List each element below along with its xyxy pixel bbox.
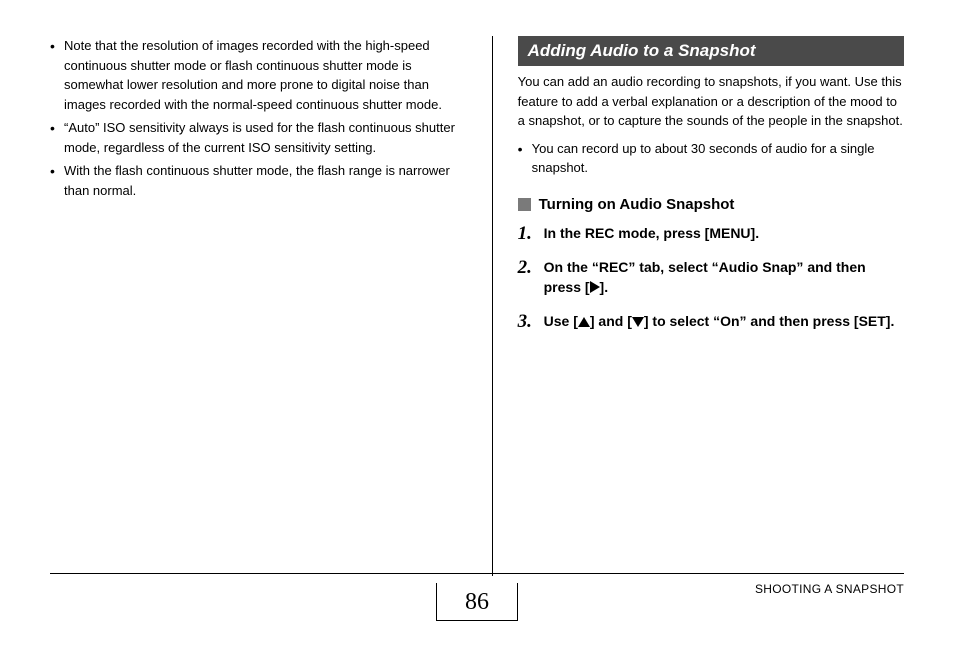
step-number: 1. bbox=[518, 220, 532, 248]
steps-list: 1. In the REC mode, press [MENU]. 2. On … bbox=[518, 223, 904, 332]
page-number: 86 bbox=[436, 583, 518, 621]
footer-rule bbox=[50, 573, 904, 574]
square-marker-icon bbox=[518, 198, 531, 211]
page-footer: 86 SHOOTING A SNAPSHOT bbox=[50, 573, 904, 626]
step-number: 2. bbox=[518, 254, 532, 282]
step-item: 3. Use [] and [] to select “On” and then… bbox=[518, 311, 904, 331]
right-arrow-icon bbox=[590, 281, 600, 293]
section-header: Adding Audio to a Snapshot bbox=[518, 36, 904, 66]
step-text: In the REC mode, press [MENU]. bbox=[544, 225, 759, 241]
two-column-layout: Note that the resolution of images recor… bbox=[50, 36, 904, 576]
step-text: Use [ bbox=[544, 313, 578, 329]
step-text: ]. bbox=[600, 279, 609, 295]
notes-list: Note that the resolution of images recor… bbox=[50, 36, 457, 200]
manual-page: Note that the resolution of images recor… bbox=[0, 0, 954, 646]
step-item: 2. On the “REC” tab, select “Audio Snap”… bbox=[518, 257, 904, 298]
left-column: Note that the resolution of images recor… bbox=[50, 36, 462, 576]
down-arrow-icon bbox=[632, 317, 644, 327]
step-text: ] and [ bbox=[590, 313, 632, 329]
up-arrow-icon bbox=[578, 317, 590, 327]
footer-section-title: SHOOTING A SNAPSHOT bbox=[755, 582, 904, 596]
step-text: ] to select “On” and then press [SET]. bbox=[644, 313, 894, 329]
note-item: Note that the resolution of images recor… bbox=[50, 36, 457, 114]
note-item: With the flash continuous shutter mode, … bbox=[50, 161, 457, 200]
footer-row: 86 SHOOTING A SNAPSHOT bbox=[50, 578, 904, 626]
note-item: “Auto” ISO sensitivity always is used fo… bbox=[50, 118, 457, 157]
sub-notes-list: You can record up to about 30 seconds of… bbox=[518, 139, 904, 178]
step-number: 3. bbox=[518, 308, 532, 336]
sub-note-item: You can record up to about 30 seconds of… bbox=[518, 139, 904, 178]
section-intro: You can add an audio recording to snapsh… bbox=[518, 72, 904, 131]
subsection-heading: Turning on Audio Snapshot bbox=[518, 196, 904, 213]
right-column: Adding Audio to a Snapshot You can add a… bbox=[492, 36, 904, 576]
subsection-title: Turning on Audio Snapshot bbox=[539, 196, 735, 213]
step-item: 1. In the REC mode, press [MENU]. bbox=[518, 223, 904, 243]
